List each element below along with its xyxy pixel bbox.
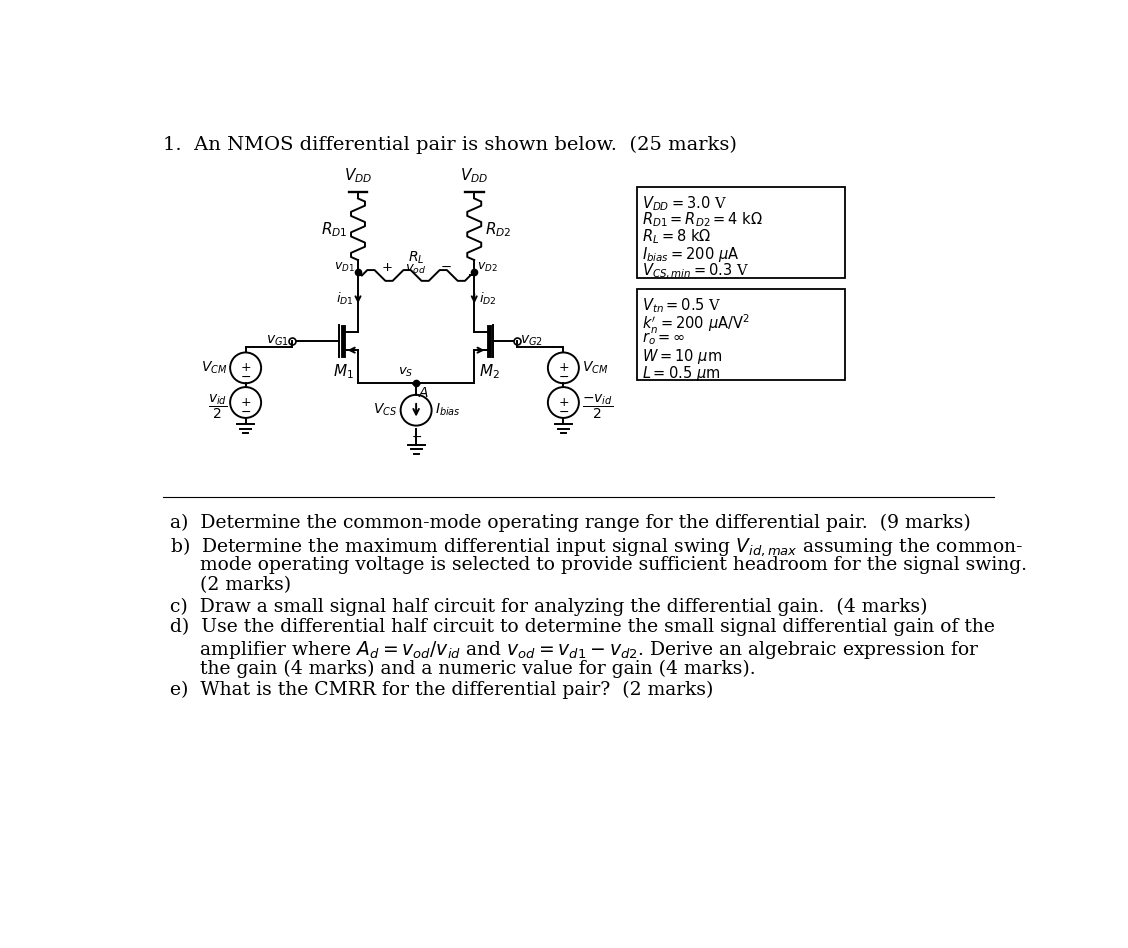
Text: $i_{D2}$: $i_{D2}$	[479, 290, 496, 306]
Text: $L = 0.5\ \mu\mathrm{m}$: $L = 0.5\ \mu\mathrm{m}$	[643, 364, 721, 383]
Text: $V_{CM}$: $V_{CM}$	[582, 359, 608, 376]
Text: $-$: $-$	[240, 370, 252, 383]
Text: $v_{G2}$: $v_{G2}$	[520, 334, 543, 348]
Text: amplifier where $A_d = v_{od}/v_{id}$ and $v_{od} = v_{d1} - v_{d2}$. Derive an : amplifier where $A_d = v_{od}/v_{id}$ an…	[170, 639, 980, 661]
Text: $R_L = 8\ \mathrm{k}\Omega$: $R_L = 8\ \mathrm{k}\Omega$	[643, 228, 712, 246]
Text: $R_L$: $R_L$	[408, 250, 424, 266]
Bar	[637, 289, 845, 380]
Text: $V_{tn} = 0.5$ V: $V_{tn} = 0.5$ V	[643, 297, 722, 315]
Text: $R_{D1} = R_{D2} = 4\ \mathrm{k}\Omega$: $R_{D1} = R_{D2} = 4\ \mathrm{k}\Omega$	[643, 210, 764, 229]
Text: $I_{bias} = 200\ \mu\mathrm{A}$: $I_{bias} = 200\ \mu\mathrm{A}$	[643, 245, 740, 264]
Text: e)  What is the CMRR for the differential pair?  (2 marks): e) What is the CMRR for the differential…	[170, 681, 714, 699]
Text: $i_{D1}$: $i_{D1}$	[335, 290, 353, 306]
Text: $V_{DD} = 3.0$ V: $V_{DD} = 3.0$ V	[643, 193, 728, 212]
Text: $I_{bias}$: $I_{bias}$	[434, 402, 460, 418]
Text: $R_{D2}$: $R_{D2}$	[485, 220, 512, 239]
Text: $-$: $-$	[558, 370, 569, 383]
Text: a)  Determine the common-mode operating range for the differential pair.  (9 mar: a) Determine the common-mode operating r…	[170, 514, 971, 533]
Text: (2 marks): (2 marks)	[170, 576, 291, 594]
Text: $V_{CS}$: $V_{CS}$	[373, 402, 397, 418]
Text: $+$: $+$	[557, 396, 569, 409]
Text: $W = 10\ \mu\mathrm{m}$: $W = 10\ \mu\mathrm{m}$	[643, 347, 723, 366]
Text: $-$: $-$	[558, 405, 569, 417]
Text: $v_{D1}$: $v_{D1}$	[334, 261, 355, 274]
Text: b)  Determine the maximum differential input signal swing $V_{id,max}$ assuming : b) Determine the maximum differential in…	[170, 535, 1024, 557]
Text: $V_{CS,min} = 0.3$ V: $V_{CS,min} = 0.3$ V	[643, 262, 750, 281]
Text: $k_n^\prime = 200\ \mu\mathrm{A/V}^2$: $k_n^\prime = 200\ \mu\mathrm{A/V}^2$	[643, 313, 750, 337]
Text: $V_{DD}$: $V_{DD}$	[460, 167, 488, 186]
Text: $+$: $+$	[557, 361, 569, 374]
Text: $+$: $+$	[240, 396, 252, 409]
Text: $M_2$: $M_2$	[478, 362, 500, 381]
Text: the gain (4 marks) and a numeric value for gain (4 marks).: the gain (4 marks) and a numeric value f…	[170, 660, 756, 678]
Text: $V_{DD}$: $V_{DD}$	[344, 167, 372, 186]
Text: $v_{D2}$: $v_{D2}$	[477, 261, 499, 274]
Text: $\dfrac{-v_{id}}{2}$: $\dfrac{-v_{id}}{2}$	[582, 392, 614, 421]
Text: 1.  An NMOS differential pair is shown below.  (25 marks): 1. An NMOS differential pair is shown be…	[162, 136, 737, 154]
Text: $v_{G1}$: $v_{G1}$	[266, 334, 289, 348]
Text: $R_{D1}$: $R_{D1}$	[320, 220, 347, 239]
Bar	[637, 187, 845, 278]
Text: $+$: $+$	[411, 378, 422, 391]
Text: d)  Use the differential half circuit to determine the small signal differential: d) Use the differential half circuit to …	[170, 618, 995, 636]
Text: $\dfrac{v_{id}}{2}$: $\dfrac{v_{id}}{2}$	[208, 392, 227, 421]
Text: $v_S$: $v_S$	[397, 366, 413, 378]
Text: $+\quad v_{od}\quad -$: $+\quad v_{od}\quad -$	[380, 262, 451, 276]
Text: mode operating voltage is selected to provide sufficient headroom for the signal: mode operating voltage is selected to pr…	[170, 556, 1028, 574]
Text: $-$: $-$	[240, 405, 252, 417]
Text: c)  Draw a small signal half circuit for analyzing the differential gain.  (4 ma: c) Draw a small signal half circuit for …	[170, 597, 928, 615]
Text: $M_1$: $M_1$	[333, 362, 354, 381]
Text: $V_{CM}$: $V_{CM}$	[201, 359, 227, 376]
Text: $r_o = \infty$: $r_o = \infty$	[643, 330, 686, 347]
Text: $-$: $-$	[411, 429, 422, 443]
Text: $+$: $+$	[240, 361, 252, 374]
Text: $A$: $A$	[417, 386, 429, 399]
